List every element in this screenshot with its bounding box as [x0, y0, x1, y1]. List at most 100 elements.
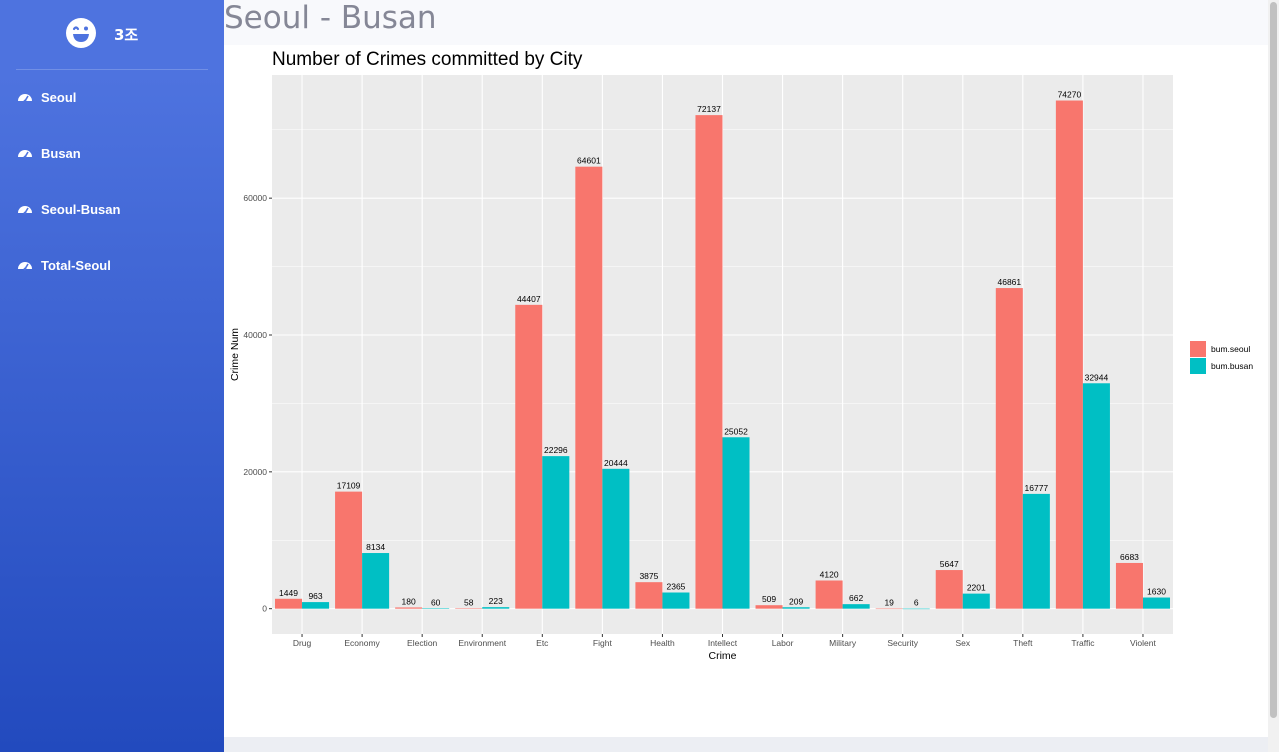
- x-tick-label: Security: [887, 638, 918, 648]
- x-tick-label: Intellect: [708, 638, 738, 648]
- bar: [422, 608, 450, 609]
- crime-bar-chart: Number of Crimes committed by City 1449 17…: [229, 49, 1253, 662]
- bar: [542, 456, 570, 609]
- bar: [755, 605, 783, 609]
- footer-strip: [224, 737, 1268, 752]
- data-label: 6683: [1120, 552, 1139, 562]
- data-label: 2365: [666, 582, 685, 592]
- data-label: 19: [884, 598, 894, 608]
- sidebar-item-label: Seoul: [41, 90, 77, 105]
- sidebar-brand[interactable]: 3조: [0, 0, 224, 69]
- data-label: 44407: [517, 294, 541, 304]
- laugh-wink-icon: [66, 18, 96, 48]
- sidebar-item-label: Seoul-Busan: [41, 202, 121, 217]
- bar: [1055, 100, 1083, 609]
- scrollbar[interactable]: [1268, 0, 1279, 752]
- main-content: Seoul - Busan Number of Crimes committed…: [224, 0, 1268, 752]
- bar: [482, 607, 510, 609]
- bar: [1115, 562, 1143, 609]
- bar: [635, 582, 663, 609]
- data-label: 6: [914, 598, 919, 608]
- data-label: 32944: [1085, 372, 1109, 382]
- data-label: 74270: [1058, 90, 1082, 100]
- data-label: 72137: [697, 104, 721, 114]
- y-tick-label: 20000: [243, 467, 267, 477]
- x-tick-label: Drug: [293, 638, 312, 648]
- y-tick-label: 60000: [243, 193, 267, 203]
- bar: [275, 598, 303, 609]
- data-label: 223: [489, 596, 503, 606]
- data-label: 17109: [337, 481, 361, 491]
- data-label: 22296: [544, 445, 568, 455]
- legend-swatch: [1190, 358, 1206, 374]
- x-tick-label: Labor: [772, 638, 794, 648]
- sidebar-divider: [16, 69, 208, 70]
- data-label: 16777: [1025, 483, 1049, 493]
- bar: [362, 553, 390, 609]
- bar: [995, 288, 1023, 609]
- chart-card: Number of Crimes committed by City 1449 17…: [224, 45, 1268, 737]
- sidebar-item-total-seoul[interactable]: Total-Seoul: [0, 246, 224, 286]
- x-tick-label: Election: [407, 638, 438, 648]
- x-tick-label: Military: [829, 638, 857, 648]
- bar: [395, 607, 423, 609]
- scrollbar-thumb[interactable]: [1270, 2, 1277, 718]
- page-title: Seoul - Busan: [224, 0, 437, 36]
- sidebar-item-busan[interactable]: Busan: [0, 134, 224, 174]
- data-label: 209: [789, 596, 803, 606]
- legend-label: bum.busan: [1211, 361, 1253, 371]
- sidebar-item-seoul[interactable]: Seoul: [0, 78, 224, 118]
- tachometer-icon: [18, 150, 32, 159]
- x-tick-label: Health: [650, 638, 675, 648]
- tachometer-icon: [18, 262, 32, 271]
- x-tick-label: Environment: [458, 638, 506, 648]
- x-tick-label: Fight: [593, 638, 613, 648]
- bar: [935, 570, 963, 609]
- bar: [455, 608, 483, 609]
- data-label: 1630: [1147, 587, 1166, 597]
- data-label: 8134: [366, 542, 385, 552]
- bar: [842, 604, 870, 609]
- bar: [815, 580, 843, 609]
- bar: [662, 592, 690, 609]
- data-label: 20444: [604, 458, 628, 468]
- tachometer-icon: [18, 206, 32, 215]
- brand-text: 3조: [114, 26, 139, 44]
- sidebar-item-seoul-busan[interactable]: Seoul-Busan: [0, 190, 224, 230]
- bar: [602, 468, 630, 609]
- bar: [1082, 383, 1110, 609]
- sidebar-item-label: Total-Seoul: [41, 258, 111, 273]
- data-label: 509: [762, 594, 776, 604]
- data-label: 662: [849, 593, 863, 603]
- data-label: 58: [464, 597, 474, 607]
- sidebar: 3조 Seoul Busan Seoul-Busan Total: [0, 0, 224, 752]
- data-label: 4120: [820, 569, 839, 579]
- legend-label: bum.seoul: [1211, 344, 1250, 354]
- x-axis-title: Crime: [709, 650, 737, 662]
- bar: [875, 608, 903, 610]
- data-label: 60: [431, 597, 441, 607]
- bar: [782, 607, 810, 609]
- data-label: 180: [402, 596, 416, 606]
- bar: [335, 491, 363, 609]
- data-label: 2201: [967, 583, 986, 593]
- bar: [515, 304, 543, 609]
- x-tick-label: Violent: [1130, 638, 1156, 648]
- bar: [1022, 493, 1050, 609]
- bar: [722, 437, 750, 609]
- bar: [302, 602, 330, 609]
- bar: [902, 608, 930, 610]
- data-label: 3875: [639, 571, 658, 581]
- sidebar-item-label: Busan: [41, 146, 81, 161]
- chart-container: Number of Crimes committed by City 1449 17…: [224, 45, 1268, 667]
- bar: [962, 593, 990, 609]
- legend-swatch: [1190, 341, 1206, 357]
- bar: [695, 115, 723, 609]
- x-tick-label: Etc: [536, 638, 549, 648]
- data-label: 64601: [577, 156, 601, 166]
- data-label: 5647: [940, 559, 959, 569]
- x-tick-label: Theft: [1013, 638, 1033, 648]
- data-label: 1449: [279, 588, 298, 598]
- data-label: 46861: [997, 277, 1021, 287]
- bar: [575, 166, 603, 609]
